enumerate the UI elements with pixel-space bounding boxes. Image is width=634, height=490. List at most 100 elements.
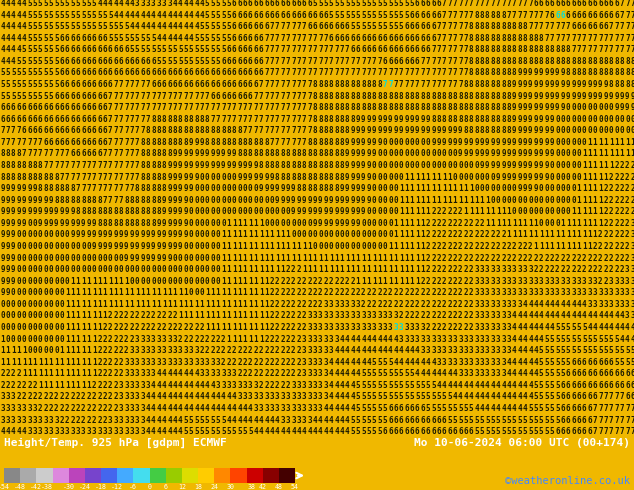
Text: 5: 5 xyxy=(65,22,70,31)
Text: 4: 4 xyxy=(485,404,489,413)
Text: 8: 8 xyxy=(539,45,543,54)
Text: 7: 7 xyxy=(453,34,457,43)
Text: 6: 6 xyxy=(566,369,571,378)
Text: 0: 0 xyxy=(318,230,323,240)
Text: 4: 4 xyxy=(533,369,538,378)
Text: 1: 1 xyxy=(604,149,608,158)
Text: 8: 8 xyxy=(151,184,156,193)
Text: 3: 3 xyxy=(119,381,124,390)
Text: 7: 7 xyxy=(210,103,215,112)
Text: 6: 6 xyxy=(81,138,86,147)
Text: 9: 9 xyxy=(356,196,360,205)
Text: 2: 2 xyxy=(512,253,517,263)
Text: 4: 4 xyxy=(254,416,258,424)
Text: 5: 5 xyxy=(43,92,48,100)
Text: 4: 4 xyxy=(221,392,226,401)
Text: 2: 2 xyxy=(431,312,436,320)
Text: 1: 1 xyxy=(232,253,236,263)
Text: 5: 5 xyxy=(221,34,226,43)
Text: 9: 9 xyxy=(334,196,339,205)
Text: 5: 5 xyxy=(27,0,32,8)
Text: 7: 7 xyxy=(302,138,306,147)
Text: 8: 8 xyxy=(318,115,323,123)
Text: 7: 7 xyxy=(140,92,145,100)
Text: 2: 2 xyxy=(394,300,398,309)
Text: 8: 8 xyxy=(318,161,323,170)
Text: 8: 8 xyxy=(383,92,387,100)
Text: 1: 1 xyxy=(442,196,446,205)
Text: 9: 9 xyxy=(630,92,634,100)
Text: 7: 7 xyxy=(135,172,139,182)
Text: 5: 5 xyxy=(334,0,339,8)
Text: 3: 3 xyxy=(340,323,344,332)
Text: 7: 7 xyxy=(609,22,614,31)
Text: 7: 7 xyxy=(297,57,301,66)
Text: 8: 8 xyxy=(366,92,371,100)
Text: 0: 0 xyxy=(619,115,624,123)
Text: 8: 8 xyxy=(210,126,215,135)
Text: 6: 6 xyxy=(103,34,107,43)
Text: 3: 3 xyxy=(275,404,280,413)
Text: 2: 2 xyxy=(70,392,75,401)
Text: 5: 5 xyxy=(544,335,549,343)
Text: 9: 9 xyxy=(243,161,247,170)
Text: 0: 0 xyxy=(598,103,603,112)
Text: 4: 4 xyxy=(496,381,500,390)
Text: 1: 1 xyxy=(221,265,226,274)
Text: 3: 3 xyxy=(474,369,479,378)
Text: 4: 4 xyxy=(415,346,420,355)
Text: 2: 2 xyxy=(619,161,624,170)
Text: 1: 1 xyxy=(420,253,425,263)
Text: 6: 6 xyxy=(75,138,81,147)
Text: 9: 9 xyxy=(248,172,252,182)
Text: 2: 2 xyxy=(587,265,592,274)
Text: 1: 1 xyxy=(243,277,247,286)
Text: 1: 1 xyxy=(129,288,134,297)
Text: 3: 3 xyxy=(490,346,495,355)
Text: 8: 8 xyxy=(38,172,42,182)
Text: 7: 7 xyxy=(119,103,124,112)
Text: 7: 7 xyxy=(135,103,139,112)
Text: 7: 7 xyxy=(49,161,53,170)
Text: 4: 4 xyxy=(619,323,624,332)
Text: 9: 9 xyxy=(280,196,285,205)
Text: 3: 3 xyxy=(280,416,285,424)
Text: 8: 8 xyxy=(313,184,317,193)
Text: 1: 1 xyxy=(361,277,366,286)
Text: 4: 4 xyxy=(345,416,349,424)
Bar xyxy=(150,468,165,483)
Text: 2: 2 xyxy=(22,392,27,401)
Text: 4: 4 xyxy=(329,427,333,436)
Text: 3: 3 xyxy=(323,381,328,390)
Text: 0: 0 xyxy=(571,103,576,112)
Text: 9: 9 xyxy=(334,207,339,216)
Text: 0: 0 xyxy=(38,323,42,332)
Text: 4: 4 xyxy=(345,335,349,343)
Text: 0: 0 xyxy=(43,323,48,332)
Text: 9: 9 xyxy=(345,196,349,205)
Text: 1: 1 xyxy=(269,253,274,263)
Text: 3: 3 xyxy=(609,300,614,309)
Text: 8: 8 xyxy=(151,219,156,228)
Text: 0: 0 xyxy=(216,277,220,286)
Text: 4: 4 xyxy=(178,22,183,31)
Text: 0: 0 xyxy=(32,300,37,309)
Text: 1: 1 xyxy=(291,253,295,263)
Text: 8: 8 xyxy=(388,103,392,112)
Text: 8: 8 xyxy=(151,115,156,123)
Text: 4: 4 xyxy=(388,335,392,343)
Text: 9: 9 xyxy=(550,80,554,89)
Text: 6: 6 xyxy=(54,138,59,147)
Text: 5: 5 xyxy=(507,416,511,424)
Text: 4: 4 xyxy=(345,404,349,413)
Text: 6: 6 xyxy=(200,69,204,77)
Text: 5: 5 xyxy=(27,69,32,77)
Text: 4: 4 xyxy=(313,427,317,436)
Text: 0: 0 xyxy=(544,196,549,205)
Text: 3: 3 xyxy=(243,392,247,401)
Text: 6: 6 xyxy=(65,92,70,100)
Text: 5: 5 xyxy=(555,369,560,378)
Text: 1: 1 xyxy=(221,242,226,251)
Text: 5: 5 xyxy=(377,358,382,367)
Text: 0: 0 xyxy=(135,277,139,286)
